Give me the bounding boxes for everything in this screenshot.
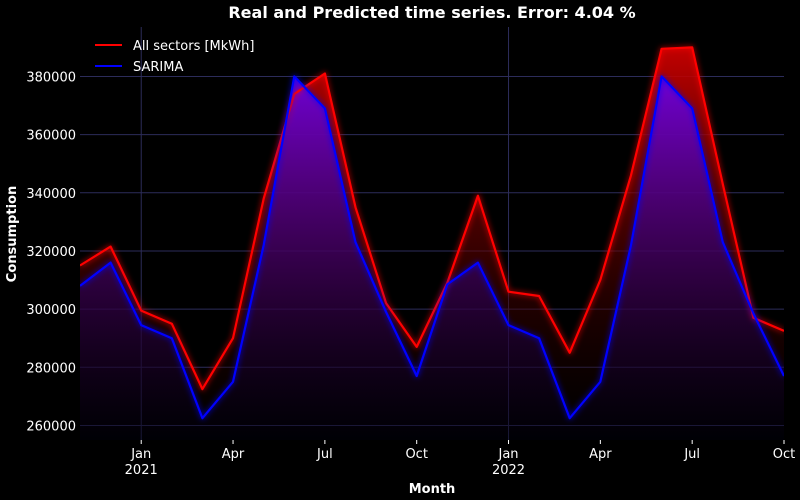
series-areas: [80, 47, 784, 440]
grid: [80, 27, 784, 440]
x-tick-label: Jul: [316, 447, 333, 462]
x-tick-label: Apr: [589, 447, 612, 462]
y-tick-label: 380000: [26, 70, 76, 85]
y-tick-label: 280000: [26, 361, 76, 376]
legend-label-pred: SARIMA: [133, 60, 183, 75]
y-tick-label: 300000: [26, 303, 76, 318]
chart-title: Real and Predicted time series. Error: 4…: [228, 3, 635, 22]
y-tick-label: 360000: [26, 129, 76, 144]
y-tick-label: 340000: [26, 187, 76, 202]
legend: All sectors [MkWh] SARIMA: [95, 39, 254, 75]
x-tick-label: Oct: [773, 447, 795, 462]
y-tick-label: 320000: [26, 245, 76, 260]
x-axis-title: Month: [409, 482, 456, 497]
x-tick-year-label: 2021: [125, 463, 158, 478]
x-tick-label: Jul: [683, 447, 700, 462]
line-predicted: [80, 75, 784, 420]
line-real: [80, 46, 784, 391]
x-tick-label: Jan: [130, 447, 151, 462]
y-axis-title: Consumption: [5, 186, 20, 282]
series-lines: [80, 46, 784, 420]
area-predicted: [80, 76, 784, 440]
x-tick-year-label: 2022: [492, 463, 525, 478]
y-axis: 260000 280000 300000 320000 340000 360000 3800…: [26, 70, 76, 434]
x-tick-label: Oct: [405, 447, 427, 462]
legend-label-real: All sectors [MkWh]: [133, 39, 254, 54]
x-tick-label: Jan: [497, 447, 518, 462]
x-tick-label: Apr: [222, 447, 245, 462]
y-tick-label: 260000: [26, 419, 76, 434]
